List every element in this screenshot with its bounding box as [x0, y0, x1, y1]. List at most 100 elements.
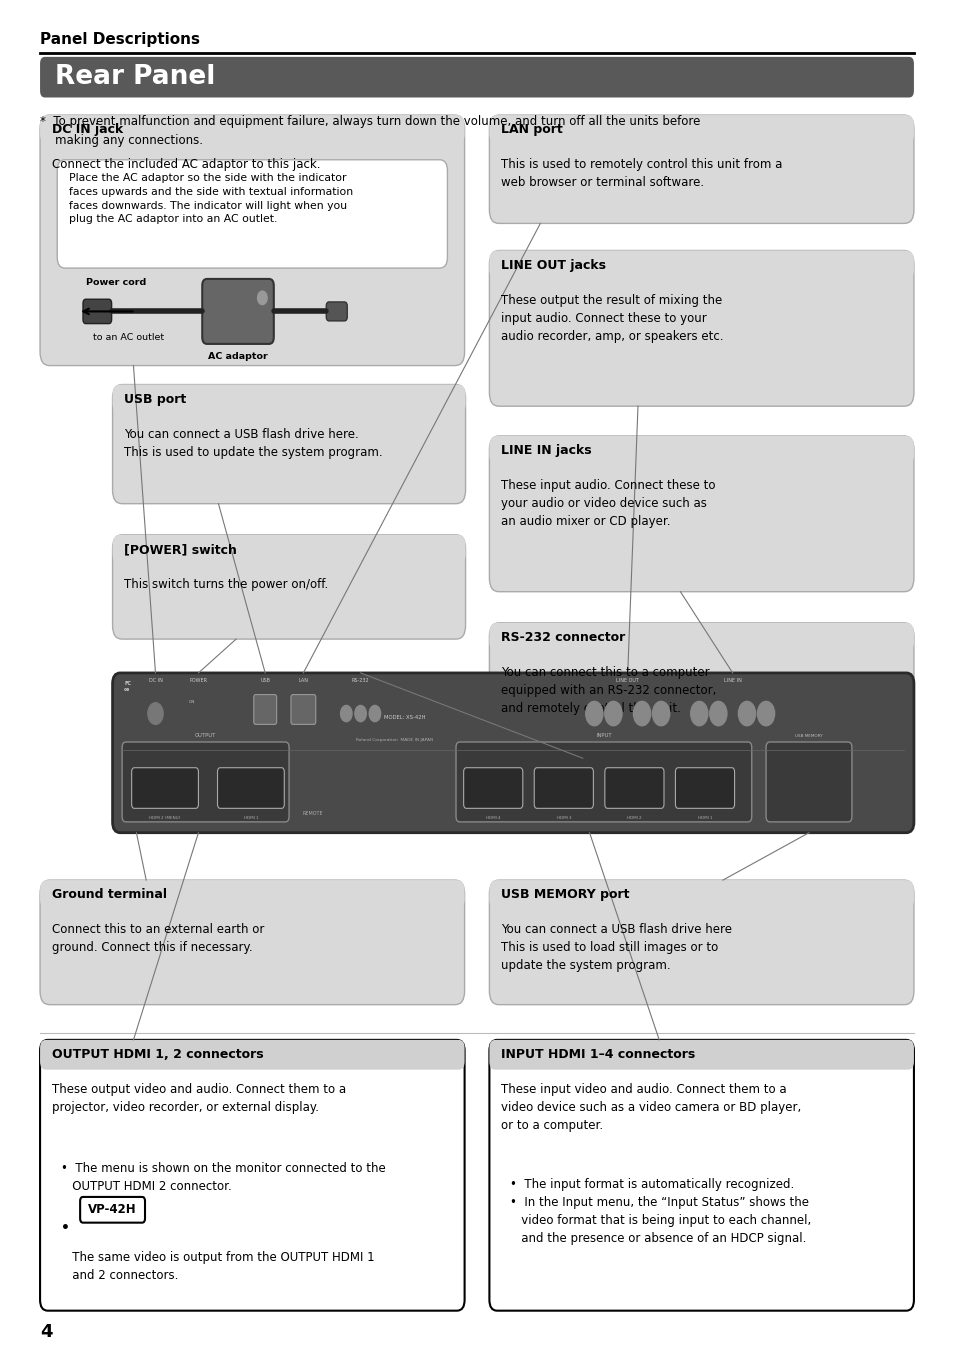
Circle shape [148, 703, 163, 724]
FancyBboxPatch shape [463, 768, 522, 808]
Circle shape [355, 705, 366, 722]
Text: You can connect a USB flash drive here.
This is used to update the system progra: You can connect a USB flash drive here. … [124, 428, 382, 459]
Circle shape [585, 701, 602, 726]
Text: DC IN jack: DC IN jack [51, 123, 123, 137]
FancyBboxPatch shape [489, 1040, 913, 1311]
Text: Place the AC adaptor so the side with the indicator
faces upwards and the side w: Place the AC adaptor so the side with th… [69, 173, 353, 225]
Text: HDMI 3: HDMI 3 [556, 816, 571, 821]
FancyBboxPatch shape [112, 673, 913, 833]
Text: You can connect a USB flash drive here
This is used to load still images or to
u: You can connect a USB flash drive here T… [500, 923, 731, 972]
Text: USB: USB [260, 678, 270, 684]
FancyBboxPatch shape [122, 742, 289, 822]
Text: MODEL: XS-42H: MODEL: XS-42H [384, 715, 426, 720]
Text: POWER: POWER [190, 678, 207, 684]
Text: HDMI 4: HDMI 4 [485, 816, 500, 821]
FancyBboxPatch shape [489, 115, 913, 145]
Text: •  The input format is automatically recognized.
•  In the Input menu, the “Inpu: • The input format is automatically reco… [510, 1178, 811, 1244]
Text: RS-232: RS-232 [352, 678, 369, 684]
FancyBboxPatch shape [80, 1197, 145, 1223]
Circle shape [738, 701, 755, 726]
FancyBboxPatch shape [40, 1040, 464, 1070]
FancyBboxPatch shape [40, 57, 913, 97]
Text: LINE IN: LINE IN [723, 678, 740, 684]
Text: You can connect this to a computer
equipped with an RS-232 connector,
and remote: You can connect this to a computer equip… [500, 666, 716, 715]
FancyBboxPatch shape [40, 880, 464, 1005]
Text: Connect the included AC adaptor to this jack.: Connect the included AC adaptor to this … [51, 158, 319, 172]
Text: LINE IN jacks: LINE IN jacks [500, 444, 591, 458]
Text: HDMI 1: HDMI 1 [243, 816, 258, 821]
Text: 4: 4 [40, 1323, 52, 1342]
FancyBboxPatch shape [456, 742, 751, 822]
Text: These input audio. Connect these to
your audio or video device such as
an audio : These input audio. Connect these to your… [500, 479, 715, 528]
FancyBboxPatch shape [675, 768, 734, 808]
Text: DC IN: DC IN [149, 678, 162, 684]
FancyBboxPatch shape [112, 535, 465, 639]
Text: These output video and audio. Connect them to a
projector, video recorder, or ex: These output video and audio. Connect th… [51, 1083, 345, 1114]
Text: Roland Corporation  MADE IN JAPAN: Roland Corporation MADE IN JAPAN [355, 738, 433, 742]
Text: This switch turns the power on/off.: This switch turns the power on/off. [124, 578, 328, 592]
FancyBboxPatch shape [534, 768, 593, 808]
FancyBboxPatch shape [604, 768, 663, 808]
Text: These output the result of mixing the
input audio. Connect these to your
audio r: These output the result of mixing the in… [500, 294, 722, 343]
FancyBboxPatch shape [765, 742, 851, 822]
Text: These input video and audio. Connect them to a
video device such as a video came: These input video and audio. Connect the… [500, 1083, 801, 1132]
FancyBboxPatch shape [291, 695, 315, 724]
Text: HDMI 2 (MENU): HDMI 2 (MENU) [150, 816, 180, 821]
FancyBboxPatch shape [489, 436, 913, 466]
Text: LAN: LAN [298, 678, 308, 684]
Circle shape [690, 701, 707, 726]
Text: [POWER] switch: [POWER] switch [124, 543, 236, 556]
Circle shape [340, 705, 352, 722]
Text: OUTPUT: OUTPUT [194, 733, 216, 738]
Text: Connect this to an external earth or
ground. Connect this if necessary.: Connect this to an external earth or gro… [51, 923, 264, 955]
Text: LINE OUT: LINE OUT [616, 678, 639, 684]
Text: This is used to remotely control this unit from a
web browser or terminal softwa: This is used to remotely control this un… [500, 158, 781, 190]
Text: OUTPUT HDMI 1, 2 connectors: OUTPUT HDMI 1, 2 connectors [51, 1048, 263, 1062]
FancyBboxPatch shape [489, 250, 913, 406]
Circle shape [709, 701, 726, 726]
Text: RS-232 connector: RS-232 connector [500, 631, 624, 645]
FancyBboxPatch shape [489, 250, 913, 280]
Text: Ground terminal: Ground terminal [51, 888, 167, 902]
Text: HDMI 2: HDMI 2 [626, 816, 641, 821]
FancyBboxPatch shape [217, 768, 284, 808]
Text: The same video is output from the OUTPUT HDMI 1
   and 2 connectors.: The same video is output from the OUTPUT… [61, 1251, 375, 1282]
Text: •: • [61, 1221, 70, 1235]
Text: FC
ce: FC ce [124, 681, 131, 692]
FancyBboxPatch shape [40, 1040, 464, 1311]
FancyBboxPatch shape [253, 695, 276, 724]
FancyBboxPatch shape [112, 385, 465, 504]
FancyBboxPatch shape [489, 436, 913, 592]
Text: LINE OUT jacks: LINE OUT jacks [500, 259, 605, 272]
Circle shape [257, 291, 267, 305]
FancyBboxPatch shape [202, 279, 274, 344]
FancyBboxPatch shape [40, 880, 464, 910]
Text: AC adaptor: AC adaptor [208, 352, 268, 362]
Circle shape [652, 701, 669, 726]
Text: VP-42H: VP-42H [89, 1204, 136, 1216]
Text: Power cord: Power cord [86, 278, 147, 287]
Circle shape [757, 701, 774, 726]
Text: to an AC outlet: to an AC outlet [92, 333, 164, 343]
Text: LAN port: LAN port [500, 123, 562, 137]
FancyBboxPatch shape [40, 115, 464, 145]
Text: INPUT: INPUT [596, 733, 611, 738]
Text: Panel Descriptions: Panel Descriptions [40, 32, 200, 47]
Text: USB port: USB port [124, 393, 186, 406]
Text: *  To prevent malfunction and equipment failure, always turn down the volume, an: * To prevent malfunction and equipment f… [40, 115, 700, 148]
FancyBboxPatch shape [40, 115, 464, 366]
Circle shape [633, 701, 650, 726]
Text: USB MEMORY port: USB MEMORY port [500, 888, 629, 902]
FancyBboxPatch shape [83, 299, 112, 324]
FancyBboxPatch shape [489, 880, 913, 1005]
FancyBboxPatch shape [112, 385, 465, 414]
Text: REMOTE: REMOTE [302, 811, 323, 816]
Text: HDMI 1: HDMI 1 [697, 816, 712, 821]
FancyBboxPatch shape [112, 535, 465, 565]
Text: INPUT HDMI 1–4 connectors: INPUT HDMI 1–4 connectors [500, 1048, 695, 1062]
Text: •  The menu is shown on the monitor connected to the
   OUTPUT HDMI 2 connector.: • The menu is shown on the monitor conne… [61, 1162, 385, 1193]
Text: ON: ON [189, 700, 195, 704]
FancyBboxPatch shape [326, 302, 347, 321]
FancyBboxPatch shape [489, 880, 913, 910]
FancyBboxPatch shape [489, 623, 913, 653]
